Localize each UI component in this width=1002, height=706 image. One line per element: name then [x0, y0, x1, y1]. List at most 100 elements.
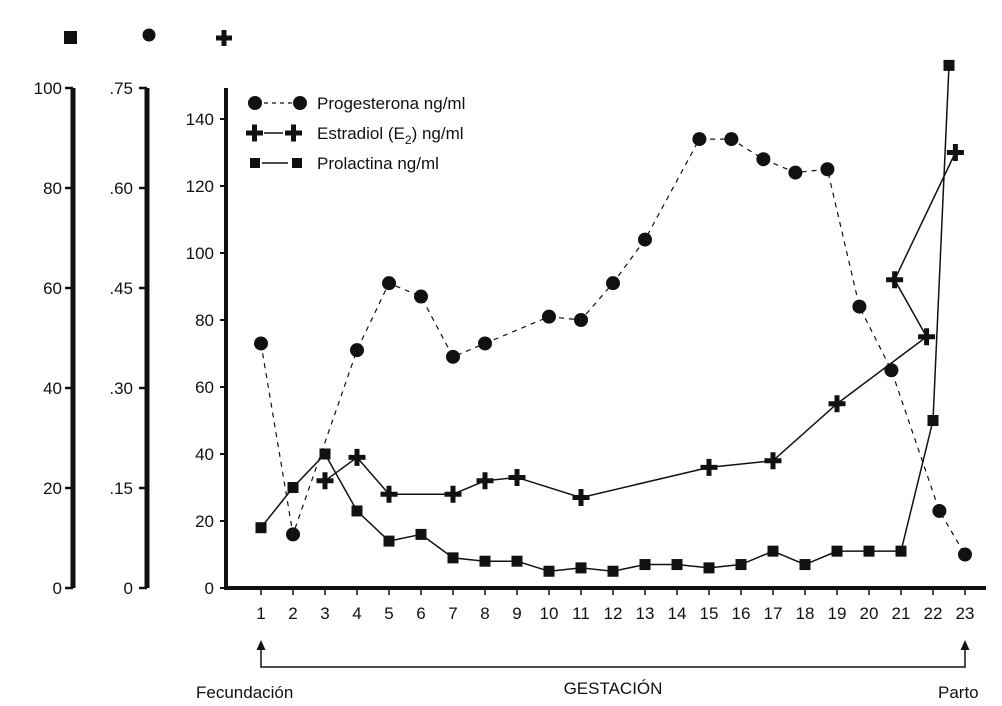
data-point	[767, 545, 779, 557]
series-line	[324, 152, 957, 499]
data-point	[508, 468, 526, 486]
data-point	[932, 503, 947, 518]
legend-estradiol: Estradiol (E2) ng/ml	[246, 124, 464, 147]
data-point	[735, 559, 747, 571]
legend-label-estradiol: Estradiol (E2) ng/ml	[317, 124, 464, 147]
data-point	[671, 559, 683, 571]
data-point	[943, 59, 955, 71]
data-point	[382, 276, 396, 291]
data-point	[788, 165, 803, 180]
y-tick-label: 20	[195, 512, 214, 531]
x-tick-label: 14	[668, 604, 687, 623]
data-point	[415, 528, 427, 540]
x-tick-label: 12	[604, 604, 623, 623]
scale-tick-label: 80	[43, 179, 62, 198]
data-point	[446, 349, 460, 364]
x-tick-label: 6	[416, 604, 425, 623]
data-point	[348, 448, 366, 466]
data-point	[575, 562, 587, 574]
y-tick-label: 100	[186, 244, 214, 263]
scale-tick-label: 20	[43, 479, 62, 498]
x-tick-label: 11	[572, 604, 590, 623]
parto-label: Parto	[938, 683, 979, 702]
x-tick-label: 19	[828, 604, 847, 623]
data-point	[700, 458, 718, 476]
scale-tick-label: .75	[109, 79, 133, 98]
data-point	[319, 448, 331, 460]
data-point	[350, 343, 364, 358]
x-tick-label: 1	[256, 604, 265, 623]
data-point	[724, 132, 739, 147]
legend: Progesterona ng/ml Estradiol (E2) ng/ml …	[246, 94, 465, 173]
data-point	[927, 415, 939, 426]
series-circle	[254, 132, 972, 562]
y-tick-label: 80	[195, 311, 214, 330]
x-tick-label: 17	[764, 604, 783, 623]
x-tick-label: 2	[288, 604, 297, 623]
data-point	[444, 485, 462, 503]
data-point	[639, 559, 651, 571]
data-point	[286, 527, 300, 542]
data-point	[703, 562, 715, 574]
series-square	[255, 59, 955, 577]
axis-symbols	[64, 28, 232, 46]
data-point	[895, 545, 907, 557]
y-tick-label: 40	[195, 445, 214, 464]
data-point	[414, 289, 428, 304]
x-tick-label: 5	[384, 604, 393, 623]
legend-progesterona: Progesterona ng/ml	[248, 94, 465, 113]
data-point	[828, 395, 846, 413]
data-point	[958, 547, 972, 562]
square-axis-symbol	[64, 31, 77, 44]
square-axis: 0 20 40 60 80 100	[34, 79, 76, 598]
x-tick-label: 10	[540, 604, 559, 623]
scale-tick-label: .15	[109, 479, 133, 498]
data-point	[351, 505, 363, 517]
series-line	[260, 138, 966, 555]
data-point	[572, 489, 590, 507]
x-tick-label: 13	[636, 604, 655, 623]
scale-tick-label: 100	[34, 79, 62, 98]
data-point	[756, 152, 771, 167]
x-tick-label: 15	[700, 604, 719, 623]
data-point	[852, 299, 867, 314]
legend-label-progesterona: Progesterona ng/ml	[317, 94, 465, 113]
x-tick-label: 23	[956, 604, 975, 623]
y-tick-label: 0	[205, 579, 214, 598]
x-tick-label: 18	[796, 604, 815, 623]
data-point	[380, 485, 398, 503]
data-point	[316, 472, 334, 490]
fecundacion-label: Fecundación	[196, 683, 293, 702]
circle-axis: 0 .15 .30 .45 .60 .75	[109, 79, 150, 598]
scale-tick-label: .45	[109, 279, 133, 298]
x-tick-label: 8	[480, 604, 489, 623]
data-point	[764, 452, 782, 470]
cross-axis-symbol	[216, 30, 232, 46]
x-tick-label: 22	[924, 604, 943, 623]
data-point	[511, 555, 523, 567]
x-tick-label: 21	[892, 604, 911, 623]
scale-tick-label: 0	[124, 579, 133, 598]
scale-tick-label: .60	[109, 179, 133, 198]
data-point	[946, 144, 964, 161]
scale-tick-label: 40	[43, 379, 62, 398]
legend-label-prolactina: Prolactina ng/ml	[317, 154, 439, 173]
gestation-bracket: Fecundación GESTACIÓN Parto	[196, 640, 979, 702]
data-point	[607, 565, 619, 577]
data-point	[918, 328, 936, 346]
x-tick-label: 7	[448, 604, 457, 623]
data-point	[831, 545, 843, 557]
scale-tick-label: 60	[43, 279, 62, 298]
scale-tick-label: 0	[53, 579, 62, 598]
gestacion-label: GESTACIÓN	[564, 679, 663, 698]
data-point	[542, 309, 556, 324]
data-point	[447, 552, 459, 564]
data-point	[383, 535, 395, 547]
x-tick-label: 9	[512, 604, 521, 623]
data-point	[255, 522, 267, 534]
data-point	[692, 132, 707, 147]
data-point	[799, 559, 811, 571]
data-point	[478, 336, 492, 351]
